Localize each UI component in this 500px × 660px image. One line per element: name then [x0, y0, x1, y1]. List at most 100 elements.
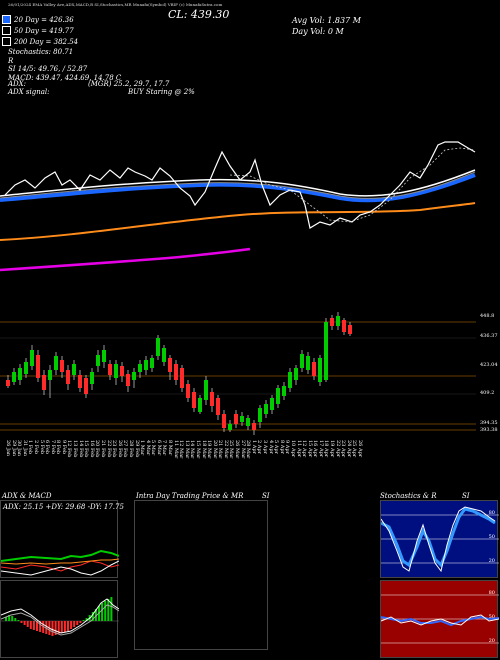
macd-bar — [39, 621, 42, 632]
macd-chart — [1, 597, 119, 636]
candle-body — [270, 398, 274, 410]
legend-ema50: 50 Day = 419.77 — [2, 25, 78, 36]
date-label: 28 Feb — [127, 440, 134, 458]
candle-body — [336, 316, 340, 326]
candle-body — [114, 364, 118, 378]
candle-body — [18, 368, 22, 380]
candle-body — [84, 378, 88, 394]
macd-signal-line — [1, 604, 119, 636]
candle-body — [48, 370, 52, 380]
candle-body — [342, 320, 346, 332]
stochastics-readout: Stochastics: 80.71 — [8, 48, 74, 56]
candle-body — [282, 386, 286, 396]
candle-body — [330, 318, 334, 326]
legend-ema20: 20 Day = 426.36 — [2, 14, 78, 25]
macd-bar — [63, 621, 66, 632]
legend-swatch-icon — [2, 26, 11, 35]
stoch-white-line — [381, 506, 496, 573]
rsi-white-line — [381, 614, 499, 626]
macd-bar — [85, 618, 88, 621]
macd-bar — [11, 616, 14, 621]
price-label: 436.37 — [480, 333, 498, 339]
candle-body — [222, 414, 226, 428]
candle-body — [216, 398, 220, 415]
candle-body — [240, 416, 244, 422]
macd-bar — [79, 621, 82, 623]
legend-ema20-label: 20 Day = 426.36 — [14, 15, 74, 24]
legend-swatch-icon — [2, 15, 11, 24]
adx-macd-title: ADX & MACD — [2, 492, 52, 500]
macd-bar — [42, 621, 45, 633]
adx-white-line — [1, 560, 119, 576]
candle-body — [102, 350, 106, 362]
adx-signal-label: ADX signal: — [8, 88, 50, 96]
candle-body — [348, 325, 352, 334]
candle-body — [24, 362, 28, 374]
price-label: 394.35 — [480, 420, 498, 426]
ema20-line — [0, 173, 476, 203]
candle-body — [126, 374, 130, 386]
macd-bar — [17, 620, 20, 621]
price-label: 393.38 — [480, 427, 498, 433]
adx-green-line — [1, 549, 119, 562]
mgr-readout: (MGR) 25.2, 29.7, 17.7 — [88, 80, 170, 88]
adx-panel-readout: ADX: 25.15 +DY: 29.68 -DY: 17.75 — [3, 503, 124, 511]
candle-body — [144, 360, 148, 370]
candle-body — [264, 404, 268, 414]
candle-body — [294, 368, 298, 380]
date-label: 26 Apr — [357, 440, 363, 458]
candle-body — [306, 356, 310, 370]
legend-ema200: 200 Day = 382.54 — [2, 36, 78, 47]
candle-body — [228, 424, 232, 430]
candle-body — [186, 384, 190, 398]
candle-body — [6, 380, 10, 386]
candle-body — [150, 358, 154, 368]
candle-body — [156, 338, 160, 356]
close-price: CL: 439.30 — [168, 8, 230, 21]
candle-body — [96, 355, 100, 366]
price-label: 448.8 — [480, 313, 495, 319]
adx-lines — [1, 549, 119, 576]
stoch-level-label: 80 — [488, 510, 495, 516]
candle-body — [54, 356, 58, 370]
macd-bar — [32, 621, 35, 630]
candle-body — [234, 414, 238, 424]
candle-body — [258, 408, 262, 422]
candle-body — [120, 366, 124, 376]
candle-body — [180, 368, 184, 388]
macd-line — [1, 598, 119, 634]
candle-body — [36, 355, 40, 378]
macd-bar — [26, 621, 29, 627]
candle-body — [42, 375, 46, 390]
macd-bar — [20, 621, 23, 623]
ema-long-line — [0, 247, 251, 272]
price-label: 409.2 — [480, 390, 495, 396]
candle-body — [276, 388, 280, 404]
candle-body — [192, 392, 196, 408]
stoch-level-label: 20 — [488, 558, 495, 564]
candle-body — [204, 380, 208, 400]
rsi-chart — [381, 594, 499, 644]
macd-bar — [67, 621, 69, 631]
macd-bar — [36, 621, 38, 631]
rsi-readout: SI 14/5: 49.76, / 52.87 — [8, 65, 88, 73]
adx-red-line — [1, 560, 119, 572]
macd-bar — [60, 621, 63, 633]
rsi-blue-line — [381, 615, 499, 627]
macd-bar — [54, 621, 57, 635]
macd-bar — [70, 621, 73, 629]
macd-bar — [82, 620, 85, 621]
macd-panel — [0, 580, 119, 658]
intraday-si: SI — [262, 492, 270, 500]
candle-body — [198, 398, 202, 412]
candle-body — [132, 372, 136, 380]
candle-body — [90, 372, 94, 384]
intraday-panel — [134, 500, 268, 650]
ema200-line — [0, 202, 476, 241]
candle-body — [60, 360, 64, 372]
header-tiny-text: 26/01/2024 EMA Valley Ave,ADX,MACD,R SI,… — [8, 2, 223, 7]
r-readout: R — [8, 56, 14, 65]
macd-bar — [8, 615, 11, 621]
macd-bar — [101, 603, 104, 621]
legend-ema200-label: 200 Day = 382.54 — [14, 37, 79, 46]
